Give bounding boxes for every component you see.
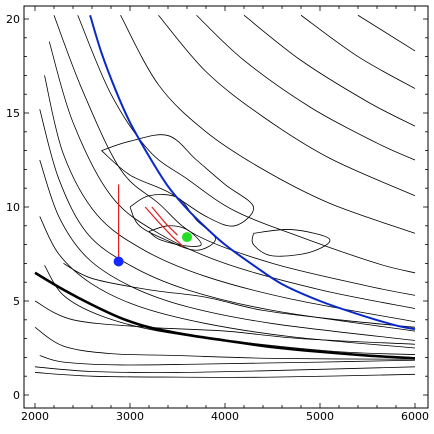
contour-line — [34, 300, 416, 345]
series-layer — [34, 14, 416, 360]
contour-line — [101, 134, 254, 227]
contour-line — [243, 14, 416, 127]
contour-line — [251, 229, 331, 257]
x-tick-label: 3000 — [116, 410, 144, 423]
contour-line — [357, 14, 416, 52]
y-tick-label: 20 — [6, 13, 20, 26]
blue-point — [113, 256, 124, 267]
x-tick-label: 4000 — [211, 410, 239, 423]
contour-line — [63, 263, 416, 328]
contour-line — [39, 355, 416, 366]
contour-line — [44, 75, 416, 323]
y-tick-label: 5 — [13, 295, 20, 308]
y-tick-label: 15 — [6, 107, 20, 120]
axes: 2000 3000 4000 5000 6000 0 5 10 15 20 — [6, 6, 429, 423]
contour-line — [48, 41, 416, 309]
y-tick-label: 0 — [13, 389, 20, 402]
contour-line — [129, 194, 216, 251]
contour-line — [300, 14, 416, 89]
green-point — [182, 232, 192, 243]
contour-line — [39, 216, 416, 349]
black-curve — [34, 271, 416, 360]
contour-line — [53, 15, 416, 296]
red-path — [144, 206, 184, 247]
contour-line — [39, 159, 416, 341]
contour-line — [77, 15, 416, 274]
contour-line — [34, 372, 416, 378]
contour-line — [34, 326, 416, 360]
y-tick-label: 10 — [6, 201, 20, 214]
red-path — [151, 206, 178, 236]
contour-lines — [34, 14, 416, 378]
plot-frame — [23, 5, 429, 409]
x-tick-label: 2000 — [21, 410, 49, 423]
contour-line — [39, 109, 416, 332]
contour-line — [158, 14, 416, 197]
contour-line — [196, 14, 416, 161]
contour-line — [34, 366, 416, 373]
x-tick-label: 6000 — [401, 410, 429, 423]
x-tick-label: 5000 — [306, 410, 334, 423]
blue-curve — [89, 14, 416, 331]
contour-line — [120, 15, 416, 234]
